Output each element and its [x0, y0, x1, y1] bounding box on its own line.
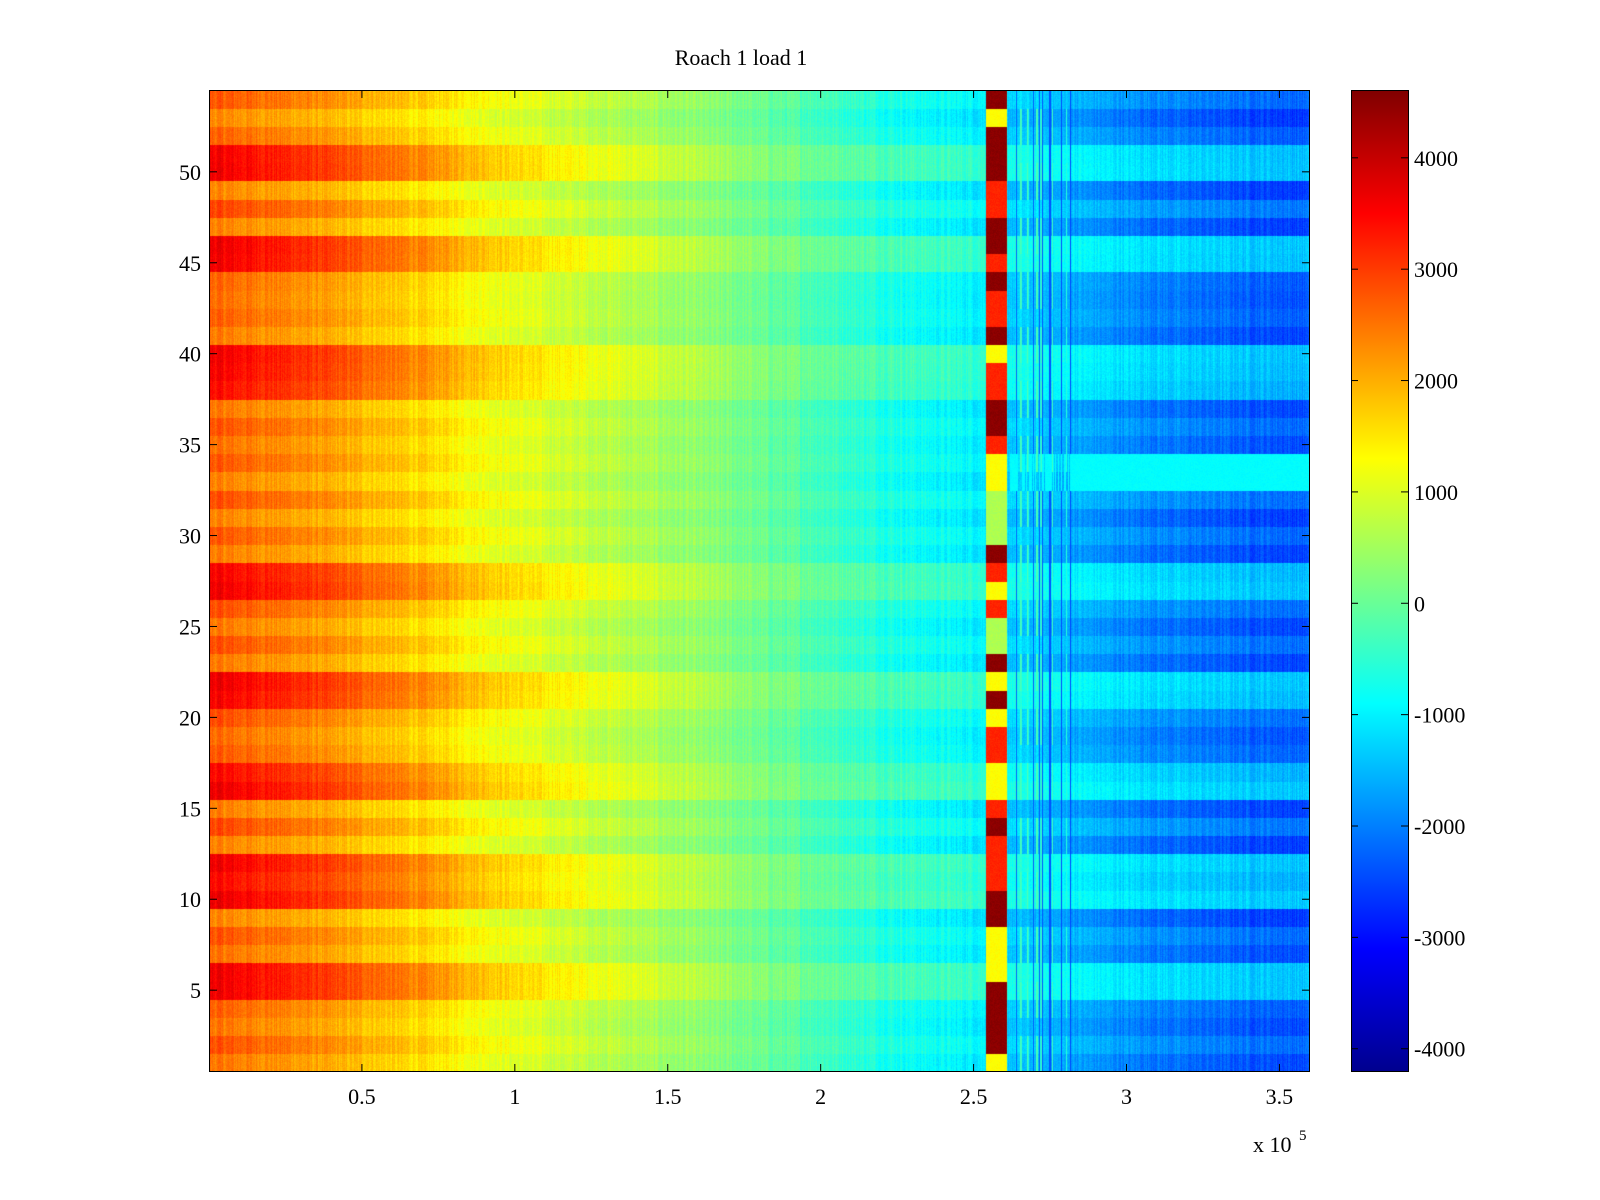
y-tick-label: 15	[179, 796, 201, 821]
colorbar-tick-label: -3000	[1414, 925, 1465, 950]
y-tick-label: 40	[179, 342, 201, 367]
chart-title: Roach 1 load 1	[675, 45, 808, 70]
x-axis: 0.5 1 1.5 2 2.5 3 3.5	[348, 90, 1293, 1109]
y-tick-label: 10	[179, 887, 201, 912]
colorbar-tick-label: 2000	[1414, 369, 1458, 394]
colorbar-tick-label: -4000	[1414, 1037, 1465, 1062]
y-tick-label: 35	[179, 433, 201, 458]
colorbar-frame	[1351, 90, 1409, 1072]
colorbar: 4000 3000 2000 1000 0 -1000 -2000 -3000 -4000	[1351, 90, 1465, 1072]
x-tick-label: 1.5	[654, 1084, 682, 1109]
y-axis: 5 10 15 20 25 30 35 40 45 50	[179, 160, 1310, 1003]
x-tick-label: 1	[509, 1084, 520, 1109]
x-tick-label: 0.5	[348, 1084, 376, 1109]
colorbar-tick-label: 4000	[1414, 146, 1458, 171]
x-tick-label: 3.5	[1266, 1084, 1294, 1109]
plot-frame	[209, 90, 1310, 1072]
colorbar-gradient	[1351, 91, 1408, 1071]
colorbar-ticks: 4000 3000 2000 1000 0 -1000 -2000 -3000 -4000	[1351, 146, 1465, 1062]
colorbar-tick-label: 0	[1414, 591, 1425, 616]
x-exponent-base: x 10	[1253, 1132, 1292, 1157]
y-tick-label: 25	[179, 614, 201, 639]
colorbar-tick-label: 1000	[1414, 480, 1458, 505]
colorbar-tick-label: -1000	[1414, 703, 1465, 728]
colorbar-tick-label: 3000	[1414, 257, 1458, 282]
x-exponent-label: x 10 5	[1253, 1128, 1307, 1157]
y-tick-label: 5	[190, 978, 201, 1003]
x-tick-label: 3	[1121, 1084, 1132, 1109]
y-tick-label: 50	[179, 160, 201, 185]
heatmap-plot	[209, 90, 1310, 1072]
y-tick-label: 20	[179, 705, 201, 730]
x-tick-label: 2.5	[960, 1084, 988, 1109]
colorbar-tick-label: -2000	[1414, 814, 1465, 839]
x-exponent-power: 5	[1299, 1128, 1307, 1144]
y-tick-label: 30	[179, 524, 201, 549]
y-tick-label: 45	[179, 251, 201, 276]
heatmap-cells	[209, 90, 1310, 1072]
x-tick-label: 2	[815, 1084, 826, 1109]
